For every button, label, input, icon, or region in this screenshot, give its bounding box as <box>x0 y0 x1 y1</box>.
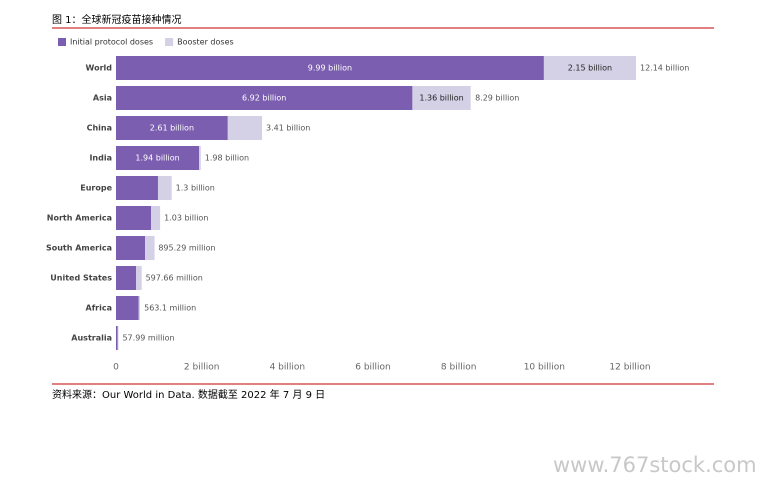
bar-segment <box>116 116 228 140</box>
value-label: 1.94 billion <box>135 154 179 163</box>
bar-segment <box>116 56 544 80</box>
x-tick-label: 2 billion <box>184 363 220 373</box>
category-label: Australia <box>71 334 112 343</box>
bar-segment <box>136 266 142 290</box>
value-label: 6.92 billion <box>242 94 286 103</box>
category-label: World <box>86 64 113 73</box>
total-label: 8.29 billion <box>475 94 519 103</box>
value-label: 2.61 billion <box>150 124 194 133</box>
legend-swatch <box>58 38 66 46</box>
bar-segment <box>145 236 155 260</box>
bar-segment <box>116 86 413 110</box>
bar-segment <box>117 326 119 350</box>
x-tick-label: 6 billion <box>355 363 391 373</box>
source: 资料来源：Our World in Data. 数据截至 2022 年 7 月 … <box>52 388 325 401</box>
x-tick-label: 12 billion <box>609 363 650 373</box>
bar-segment <box>116 206 152 230</box>
total-label: 895.29 million <box>158 244 215 253</box>
total-label: 1.03 billion <box>164 214 208 223</box>
value-label: 2.15 billion <box>568 64 612 73</box>
value-label: 9.99 billion <box>308 64 352 73</box>
legend-label: Initial protocol doses <box>70 38 153 47</box>
legend-swatch <box>165 38 174 46</box>
bar-segment <box>116 326 118 350</box>
bar-segment <box>138 296 140 320</box>
legend-label: Booster doses <box>177 38 234 47</box>
bar-segment <box>116 296 139 320</box>
bar-segment <box>412 86 471 110</box>
bar-segment <box>227 116 263 140</box>
bar-segment <box>157 176 172 200</box>
x-tick-label: 10 billion <box>524 363 565 373</box>
category-label: Asia <box>93 94 112 103</box>
value-label: 1.36 billion <box>419 94 463 103</box>
category-label: South America <box>46 244 112 253</box>
total-label: 1.3 billion <box>176 184 215 193</box>
bar-segment <box>116 146 200 170</box>
total-label: 3.41 billion <box>266 124 310 133</box>
category-label: North America <box>47 214 112 223</box>
bar-segment <box>116 266 137 290</box>
category-label: Europe <box>80 184 112 193</box>
bar-segment <box>151 206 161 230</box>
bar-segment <box>199 146 201 170</box>
total-label: 57.99 million <box>122 334 174 343</box>
total-label: 1.98 billion <box>205 154 249 163</box>
total-label: 597.66 million <box>146 274 203 283</box>
category-label: China <box>87 124 112 133</box>
x-tick-label: 0 <box>113 363 119 373</box>
bar-segment <box>116 236 146 260</box>
category-label: Africa <box>86 304 113 313</box>
category-label: United States <box>50 274 112 283</box>
chart-title: 图 1：全球新冠疫苗接种情况 <box>52 13 182 26</box>
category-label: India <box>89 154 112 163</box>
bar-segment <box>543 56 636 80</box>
bar-segment <box>116 176 158 200</box>
x-tick-label: 8 billion <box>441 363 477 373</box>
total-label: 563.1 million <box>144 304 196 313</box>
x-tick-label: 4 billion <box>270 363 306 373</box>
watermark: www.767stock.com <box>553 453 757 477</box>
total-label: 12.14 billion <box>640 64 689 73</box>
